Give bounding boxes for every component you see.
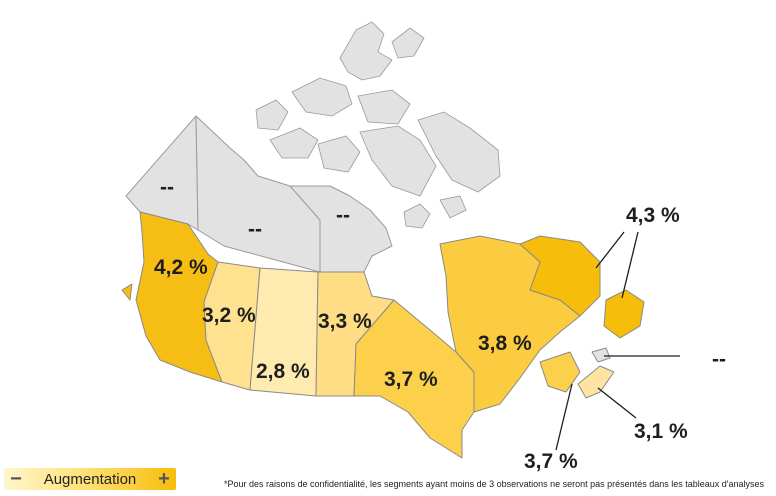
region-newfoundland-labrador[interactable] — [519, 235, 601, 317]
value-label-northwest-territories: -- — [248, 218, 262, 241]
value-label-saskatchewan: 2,8 % — [256, 360, 310, 383]
leader-line-nova-scotia — [597, 387, 637, 419]
region-nunavut[interactable] — [289, 185, 393, 273]
region-yukon[interactable] — [125, 115, 199, 231]
value-label-newfoundland-labrador: 4,3 % — [626, 204, 680, 227]
plus-icon: + — [158, 468, 170, 490]
leader-line-new-brunswick — [555, 383, 573, 451]
legend-label: Augmentation — [43, 470, 137, 488]
legend-scale: − Augmentation + — [4, 468, 176, 490]
leader-line-newfoundland-1 — [595, 231, 625, 269]
value-label-nunavut: -- — [336, 204, 350, 227]
region-british-columbia[interactable] — [135, 211, 223, 383]
minus-icon: − — [10, 468, 22, 490]
region-new-brunswick[interactable] — [539, 351, 581, 393]
value-label-ontario: 3,7 % — [384, 368, 438, 391]
value-label-new-brunswick: 3,7 % — [524, 450, 578, 473]
value-label-alberta: 3,2 % — [202, 304, 256, 327]
region-bc-islands — [121, 283, 133, 301]
region-prince-edward-island[interactable] — [591, 347, 611, 363]
arctic-islands — [255, 21, 501, 229]
value-label-quebec: 3,8 % — [478, 332, 532, 355]
region-nova-scotia[interactable] — [577, 365, 615, 399]
value-label-manitoba: 3,3 % — [318, 310, 372, 333]
value-label-prince-edward-island: -- — [712, 348, 726, 371]
value-label-yukon: -- — [160, 176, 174, 199]
footnote: *Pour des raisons de confidentialité, le… — [223, 479, 764, 489]
leader-line-newfoundland-2 — [621, 231, 639, 299]
value-label-nova-scotia: 3,1 % — [634, 420, 688, 443]
value-label-british-columbia: 4,2 % — [154, 256, 208, 279]
region-newfoundland-island[interactable] — [603, 289, 645, 339]
